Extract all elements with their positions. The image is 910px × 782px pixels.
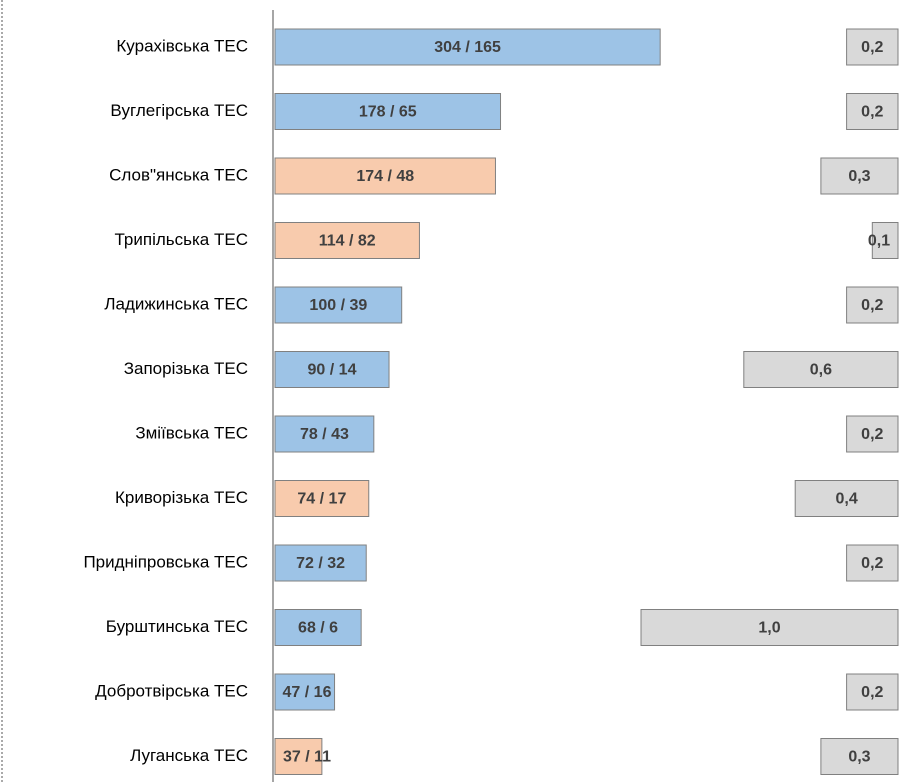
bar — [274, 544, 367, 582]
category-label: Трипільська ТЕС — [115, 230, 249, 249]
share-value-label: 0,2 — [861, 426, 883, 443]
bar-value-label: 90 / 14 — [308, 362, 357, 379]
category-label: Вуглегірська ТЕС — [110, 101, 248, 120]
bar — [274, 93, 502, 130]
category-label: Курахівська ТЕС — [116, 36, 248, 55]
bar-value-label: 72 / 32 — [296, 555, 345, 572]
share-value-label: 0,2 — [861, 684, 883, 701]
share-bar — [794, 480, 899, 517]
category-label: Криворізька ТЕС — [115, 488, 248, 507]
share-bar — [846, 415, 899, 453]
share-value-label: 1,0 — [758, 620, 780, 637]
bar — [274, 351, 390, 388]
share-bar — [820, 738, 899, 775]
share-bar — [820, 157, 899, 195]
share-bar — [846, 28, 899, 66]
bar-value-label: 68 / 6 — [298, 620, 338, 637]
bar — [274, 738, 323, 775]
category-label: Ладижинська ТЕС — [104, 294, 248, 313]
share-value-label: 0,1 — [868, 233, 890, 250]
category-label: Придніпровська ТЕС — [83, 552, 248, 571]
bar — [274, 480, 370, 517]
share-value-label: 0,2 — [861, 39, 883, 56]
bar-value-label: 174 / 48 — [356, 168, 414, 185]
share-bar — [846, 93, 899, 130]
bar-value-label: 74 / 17 — [297, 491, 346, 508]
bar-value-label: 47 / 16 — [283, 684, 332, 701]
share-value-label: 0,3 — [848, 749, 870, 766]
bar-value-label: 304 / 165 — [434, 39, 501, 56]
share-value-label: 0,6 — [810, 362, 832, 379]
bar — [274, 28, 661, 66]
share-bar — [846, 673, 899, 711]
share-value-label: 0,2 — [861, 555, 883, 572]
category-label: Запорізька ТЕС — [124, 359, 248, 378]
category-label: Бурштинська ТЕС — [106, 617, 248, 636]
bar — [274, 415, 375, 453]
bar — [274, 286, 403, 324]
bar-value-label: 37 / 11 — [283, 749, 331, 766]
category-label: Зміївська ТЕС — [135, 423, 248, 442]
share-bar — [846, 544, 899, 582]
share-value-label: 0,4 — [835, 491, 857, 508]
bar — [274, 609, 362, 646]
bar-value-label: 100 / 39 — [309, 297, 367, 314]
bar-value-label: 178 / 65 — [359, 104, 417, 121]
share-bar — [640, 609, 899, 646]
category-label: Луганська ТЕС — [130, 746, 248, 765]
bar — [274, 673, 336, 711]
share-value-label: 0,3 — [848, 168, 870, 185]
bar — [274, 157, 496, 195]
share-bar — [846, 286, 899, 324]
bar — [274, 222, 420, 259]
category-label: Слов"янська ТЕС — [109, 165, 248, 184]
bar-value-label: 78 / 43 — [300, 426, 349, 443]
category-label: Добротвірська ТЕС — [95, 681, 248, 700]
share-value-label: 0,2 — [861, 104, 883, 121]
share-bar — [743, 351, 899, 388]
share-value-label: 0,2 — [861, 297, 883, 314]
share-bar — [871, 222, 899, 259]
bar-value-label: 114 / 82 — [319, 233, 376, 250]
